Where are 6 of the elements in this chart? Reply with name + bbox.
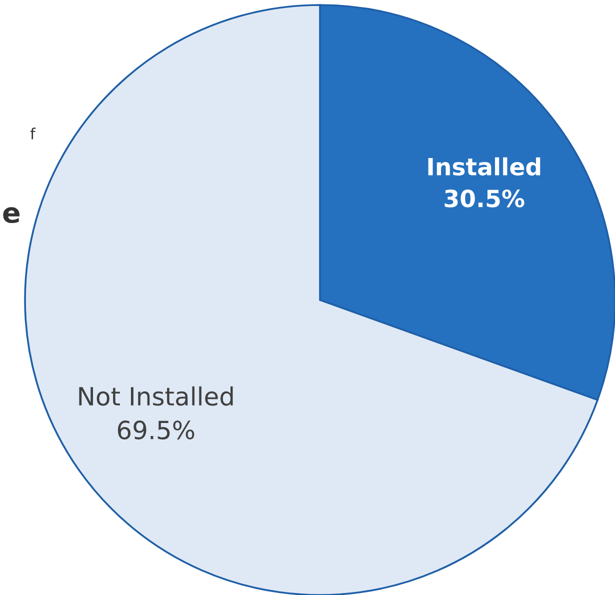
slice-label: Installed xyxy=(428,157,540,176)
text: f xyxy=(30,128,36,140)
slice-label: Not Installed xyxy=(79,386,233,406)
data-label: 69.5% xyxy=(118,420,194,440)
text: e xyxy=(3,207,20,224)
data-label: 30.5% xyxy=(444,190,524,208)
